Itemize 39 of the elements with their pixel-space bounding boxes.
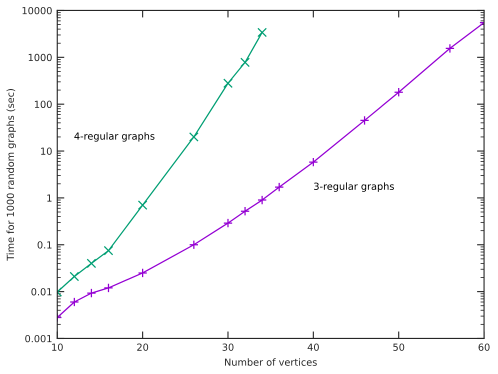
point bbox=[240, 206, 250, 216]
point bbox=[70, 297, 80, 307]
y-tick-label: 100 bbox=[34, 100, 52, 108]
point bbox=[189, 132, 199, 142]
point bbox=[223, 78, 233, 88]
point bbox=[70, 272, 80, 282]
series-label: 3-regular graphs bbox=[314, 182, 394, 192]
x-tick-label: 40 bbox=[308, 344, 319, 351]
y-tick-label: 0.001 bbox=[25, 334, 52, 342]
y-tick-label: 1000 bbox=[28, 54, 52, 62]
x-tick-label: 50 bbox=[393, 344, 404, 351]
point bbox=[138, 200, 148, 210]
point bbox=[308, 157, 318, 167]
y-tick-label: 1 bbox=[47, 194, 52, 202]
text: 4-regular graphs bbox=[74, 132, 154, 142]
point bbox=[223, 218, 233, 228]
x-tick-label: 30 bbox=[222, 344, 234, 351]
point bbox=[189, 240, 199, 250]
y-tick-label: 10 bbox=[41, 148, 52, 155]
x-tick-label: 10 bbox=[52, 344, 63, 351]
point bbox=[257, 28, 267, 38]
point bbox=[394, 87, 404, 98]
x-tick-label: 20 bbox=[137, 344, 148, 351]
point bbox=[86, 288, 96, 298]
y-tick-label: 0.01 bbox=[31, 288, 52, 296]
point bbox=[274, 182, 284, 192]
point bbox=[257, 195, 267, 205]
point bbox=[445, 44, 455, 54]
y-tick-label: 10000 bbox=[22, 6, 52, 14]
x-tick-label: 60 bbox=[478, 344, 490, 351]
point bbox=[138, 268, 148, 278]
y-axis-title: Time for 1000 random graphs (sec) bbox=[6, 89, 16, 261]
point bbox=[104, 283, 114, 293]
point bbox=[86, 258, 96, 268]
y-tick-label: 0.1 bbox=[38, 241, 52, 249]
point bbox=[240, 58, 250, 68]
x-axis-title: Number of vertices bbox=[224, 358, 317, 366]
point bbox=[104, 246, 114, 256]
point bbox=[360, 116, 370, 126]
